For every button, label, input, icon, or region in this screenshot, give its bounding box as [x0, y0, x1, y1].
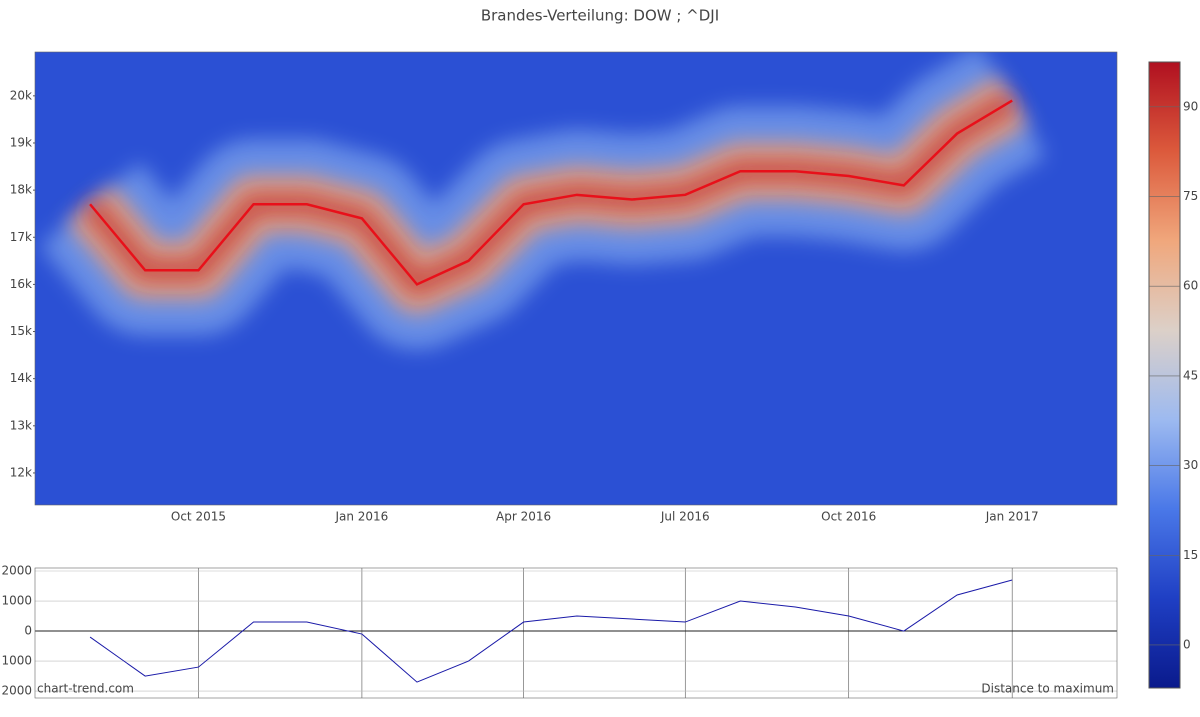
- x-tick-label: Jul 2016: [660, 510, 710, 524]
- y-tick-label: 1000: [1, 594, 32, 608]
- y-tick-label: 15k: [10, 324, 32, 338]
- colorbar-tick-label: 30: [1183, 458, 1198, 472]
- plot-frame: [34, 51, 1118, 506]
- heatmap: [35, 52, 1117, 505]
- y-tick-label: 2000: [1, 684, 32, 698]
- colorbar-tick-label: 75: [1183, 189, 1198, 203]
- annotation: Distance to maximum: [981, 682, 1114, 696]
- x-tick-label: Apr 2016: [496, 510, 551, 524]
- y-tick-label: 2000: [1, 564, 32, 578]
- annotation: chart-trend.com: [37, 682, 134, 696]
- chart-title: Brandes-Verteilung: DOW ; ^DJI: [481, 7, 719, 25]
- colorbar-tick-label: 60: [1183, 279, 1198, 293]
- y-tick-label: 13k: [10, 418, 32, 432]
- x-tick-label: Oct 2015: [171, 510, 226, 524]
- colorbar-tick-label: 0: [1183, 637, 1191, 651]
- y-tick-label: 20k: [10, 88, 32, 102]
- y-tick-label: 19k: [10, 135, 32, 149]
- colorbar-tick-label: 45: [1183, 368, 1198, 382]
- y-tick-label: 16k: [10, 277, 32, 291]
- y-tick-label: 0: [24, 624, 32, 638]
- y-tick-label: 14k: [10, 371, 32, 385]
- x-tick-label: Jan 2017: [985, 510, 1039, 524]
- colorbar: [1148, 61, 1181, 689]
- y-tick-label: 12k: [10, 465, 32, 479]
- colorbar-tick-label: 15: [1183, 548, 1198, 562]
- y-tick-label: 17k: [10, 230, 32, 244]
- series-line: [89, 579, 1013, 683]
- series-line: [89, 99, 1013, 286]
- x-tick-label: Oct 2016: [821, 510, 876, 524]
- y-tick-label: 1000: [1, 654, 32, 668]
- plot-background: [35, 568, 1117, 698]
- x-tick-label: Jan 2016: [334, 510, 388, 524]
- y-tick-label: 18k: [10, 183, 32, 197]
- colorbar-tick-label: 90: [1183, 99, 1198, 113]
- plot-frame: [34, 567, 1118, 699]
